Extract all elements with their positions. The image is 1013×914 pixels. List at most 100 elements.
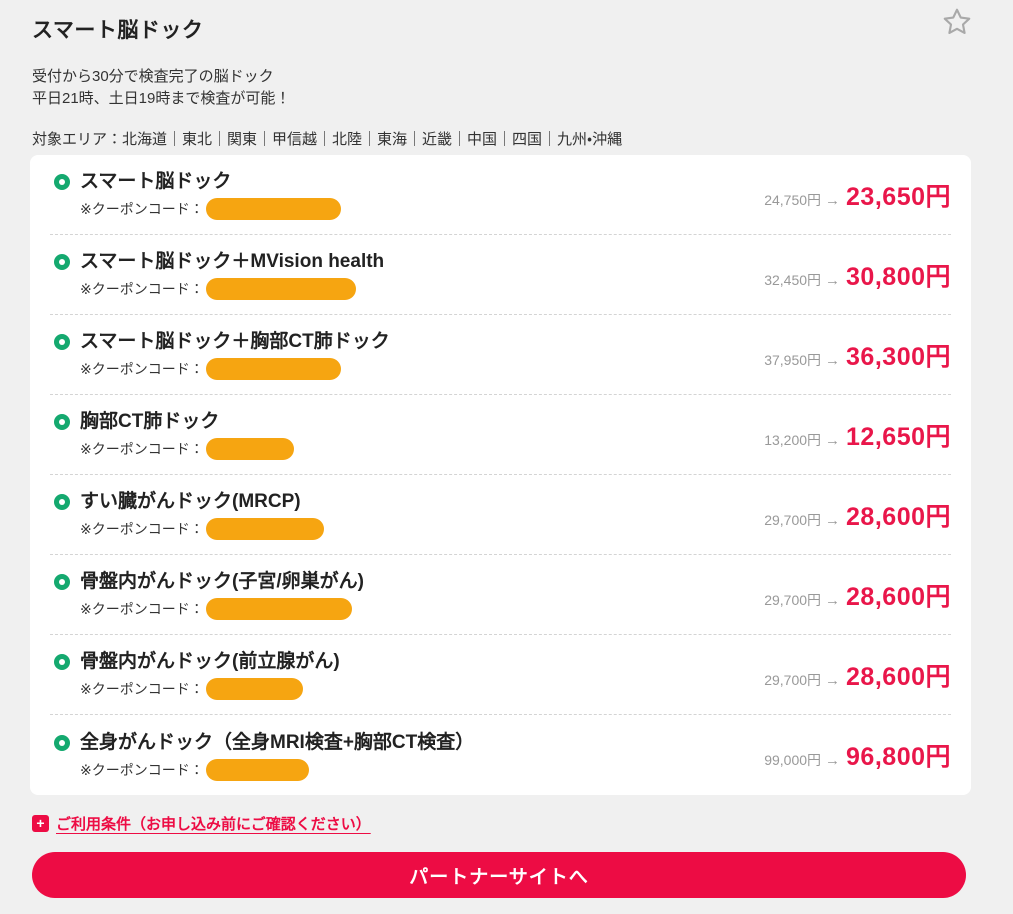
original-price: 32,450円 [764,271,822,288]
plan-prices: 13,200円 → 12,650円 [764,417,951,453]
plan-row: 胸部CT肺ドック ※クーポンコード： 13,200円 → 12,650円 [50,395,951,475]
plan-row: スマート脳ドック ※クーポンコード： 24,750円 → 23,650円 [50,155,951,235]
coupon-line: ※クーポンコード： [80,678,340,700]
plan-info: すい臓がんドック(MRCP) ※クーポンコード： [50,489,324,540]
arrow-icon: → [825,431,841,449]
coupon-code-redacted [205,278,356,300]
plan-prices: 29,700円 → 28,600円 [764,577,951,613]
discounted-price: 28,600円 [846,502,951,531]
arrow-icon: → [825,752,841,769]
coupon-code-redacted [205,438,294,460]
discounted-price: 28,600円 [846,662,951,691]
green-dot-icon [54,494,70,510]
terms-link[interactable]: ご利用条件（お申し込み前にご確認ください） [56,816,371,833]
arrow-icon: → [825,271,841,289]
plan-prices: 29,700円 → 28,600円 [764,497,951,533]
arrow-icon: → [825,591,841,609]
plan-name: 骨盤内がんドック(前立腺がん) [80,651,340,672]
plan-text: スマート脳ドック＋MVision health ※クーポンコード： [80,249,384,300]
plan-info: スマート脳ドック＋胸部CT肺ドック ※クーポンコード： [50,329,390,380]
description-line-2: 平日21時、土日19時まで検査が可能！ [32,90,291,107]
plan-row: スマート脳ドック＋MVision health ※クーポンコード： 32,450… [50,235,951,315]
plan-info: 骨盤内がんドック(子宮/卵巣がん) ※クーポンコード： [50,569,364,620]
plan-description: 受付から30分で検査完了の脳ドック 平日21時、土日19時まで検査が可能！ [32,66,971,110]
plan-info: スマート脳ドック＋MVision health ※クーポンコード： [50,249,384,300]
discounted-price: 23,650円 [846,182,951,211]
discounted-price: 30,800円 [846,262,951,291]
page-title: スマート脳ドック [32,19,204,42]
green-dot-icon [54,734,70,751]
coupon-label: ※クーポンコード： [80,761,204,778]
original-price: 99,000円 [764,752,822,768]
original-price: 29,700円 [764,671,822,688]
plan-text: 胸部CT肺ドック ※クーポンコード： [80,409,294,460]
coupon-code-redacted [205,518,324,540]
discounted-price: 96,800円 [846,743,951,771]
green-dot-icon [54,654,70,670]
plan-text: すい臓がんドック(MRCP) ※クーポンコード： [80,489,324,540]
plan-text: 全身がんドック（全身MRI検査+胸部CT検査） ※クーポンコード： [80,730,474,781]
favorite-star-icon[interactable] [941,6,973,38]
coupon-line: ※クーポンコード： [80,518,324,540]
plan-info: 骨盤内がんドック(前立腺がん) ※クーポンコード： [50,649,340,700]
plan-row: スマート脳ドック＋胸部CT肺ドック ※クーポンコード： 37,950円 → 36… [50,315,951,395]
plan-row: 全身がんドック（全身MRI検査+胸部CT検査） ※クーポンコード： 99,000… [50,715,951,795]
target-area-line: 対象エリア：北海道｜東北｜関東｜甲信越｜北陸｜東海｜近畿｜中国｜四国｜九州・沖縄 [32,131,623,148]
discounted-price: 36,300円 [846,342,951,371]
green-dot-icon [54,574,70,590]
coupon-label: ※クーポンコード： [80,681,204,697]
coupon-label: ※クーポンコード： [80,281,204,297]
partner-site-button[interactable]: パートナーサイトへ [32,852,966,898]
coupon-line: ※クーポンコード： [80,198,341,220]
plan-name: 全身がんドック（全身MRI検査+胸部CT検査） [80,731,475,753]
plan-prices: 37,950円 → 36,300円 [764,337,951,373]
plan-row: 骨盤内がんドック(前立腺がん) ※クーポンコード： 29,700円 → 28,6… [50,635,951,715]
plan-name: スマート脳ドック＋MVision health [80,251,385,272]
coupon-line: ※クーポンコード： [80,358,390,380]
coupon-line: ※クーポンコード： [80,758,474,781]
coupon-line: ※クーポンコード： [80,278,384,300]
plus-icon: + [32,815,49,832]
plan-row: すい臓がんドック(MRCP) ※クーポンコード： 29,700円 → 28,60… [50,475,951,555]
coupon-code-redacted [205,198,341,220]
coupon-code-redacted [205,758,309,781]
plan-text: スマート脳ドック＋胸部CT肺ドック ※クーポンコード： [80,329,390,380]
plan-name: スマート脳ドック [80,171,232,192]
original-price: 24,750円 [764,191,822,208]
plan-prices: 32,450円 → 30,800円 [764,257,951,293]
arrow-icon: → [825,351,841,369]
coupon-code-redacted [205,598,352,620]
coupon-code-redacted [205,678,303,700]
arrow-icon: → [825,191,841,209]
plan-text: 骨盤内がんドック(子宮/卵巣がん) ※クーポンコード： [80,569,364,620]
plan-info: スマート脳ドック ※クーポンコード： [50,169,341,220]
green-dot-icon [54,334,70,350]
coupon-label: ※クーポンコード： [80,441,204,457]
plan-text: 骨盤内がんドック(前立腺がん) ※クーポンコード： [80,649,340,700]
plan-info: 全身がんドック（全身MRI検査+胸部CT検査） ※クーポンコード： [50,730,474,781]
terms-row: + ご利用条件（お申し込み前にご確認ください） [32,813,371,834]
coupon-line: ※クーポンコード： [80,598,364,620]
plan-prices: 99,000円 → 96,800円 [764,737,951,773]
coupon-line: ※クーポンコード： [80,438,294,460]
coupon-label: ※クーポンコード： [80,361,204,377]
coupon-label: ※クーポンコード： [80,601,204,617]
arrow-icon: → [825,671,841,689]
plan-row: 骨盤内がんドック(子宮/卵巣がん) ※クーポンコード： 29,700円 → 28… [50,555,951,635]
coupon-label: ※クーポンコード： [80,201,204,217]
plan-info: 胸部CT肺ドック ※クーポンコード： [50,409,294,460]
discounted-price: 12,650円 [846,422,951,451]
header: スマート脳ドック 受付から30分で検査完了の脳ドック 平日21時、土日19時まで… [0,0,1013,149]
plan-prices: 24,750円 → 23,650円 [764,177,951,213]
plan-list-card: スマート脳ドック ※クーポンコード： 24,750円 → 23,650円 スマー… [30,155,971,795]
green-dot-icon [54,414,70,430]
plan-name: 胸部CT肺ドック [80,411,220,432]
original-price: 13,200円 [764,431,822,448]
plan-text: スマート脳ドック ※クーポンコード： [80,169,341,220]
coupon-label: ※クーポンコード： [80,521,204,537]
original-price: 29,700円 [764,591,822,608]
arrow-icon: → [825,511,841,529]
green-dot-icon [54,254,70,270]
plan-prices: 29,700円 → 28,600円 [764,657,951,693]
